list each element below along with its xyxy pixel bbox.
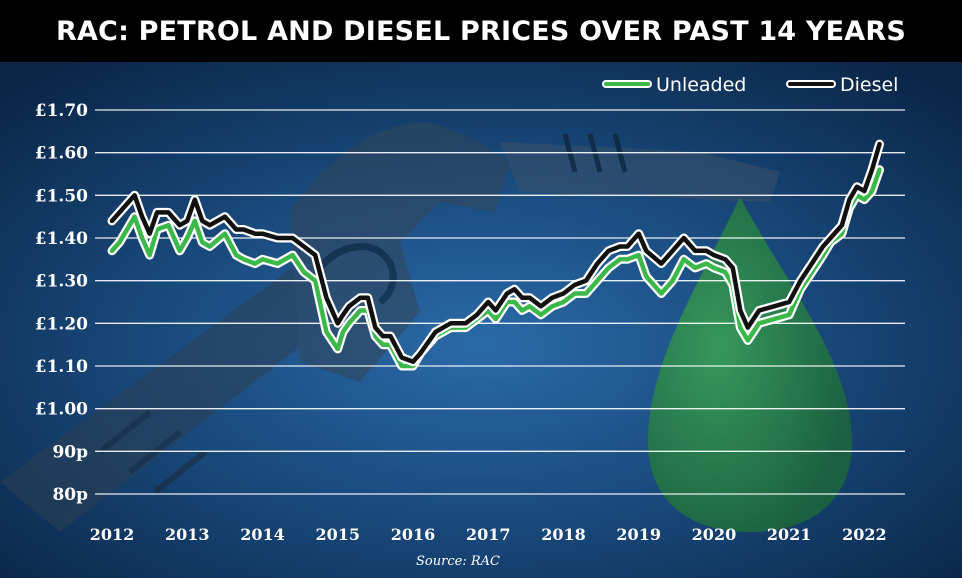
x-tick-label: 2019: [616, 525, 661, 544]
x-tick-label: 2012: [90, 525, 135, 544]
x-tick-label: 2017: [466, 525, 511, 544]
legend-item-diesel: Diesel: [786, 74, 898, 96]
y-tick-label: £1.70: [35, 101, 88, 121]
y-tick-label: 80p: [52, 485, 88, 505]
series-lines: [107, 139, 884, 371]
chart-title: RAC: PETROL AND DIESEL PRICES OVER PAST …: [55, 15, 907, 47]
source-note: Source: RAC: [416, 554, 500, 569]
x-tick-label: 2021: [767, 525, 812, 544]
y-tick-label: £1.60: [35, 144, 88, 164]
legend: Unleaded Diesel: [602, 74, 898, 96]
y-tick-label: 90p: [52, 442, 88, 462]
x-tick-label: 2018: [541, 525, 586, 544]
x-tick-label: 2020: [692, 525, 737, 544]
title-bar: RAC: PETROL AND DIESEL PRICES OVER PAST …: [0, 0, 962, 62]
y-tick-label: £1.20: [35, 314, 88, 334]
legend-label-diesel: Diesel: [840, 74, 898, 96]
x-tick-label: 2016: [391, 525, 436, 544]
y-tick-label: £1.30: [35, 272, 88, 292]
legend-label-unleaded: Unleaded: [656, 74, 746, 96]
y-tick-label: £1.10: [35, 357, 88, 377]
series-line-diesel: [109, 141, 882, 364]
y-tick-label: £1.40: [35, 229, 88, 249]
x-tick-label: 2014: [240, 525, 285, 544]
x-axis: 2012 2013 2014 2015 2016 2017 2018 2019 2020 2021…: [90, 525, 887, 544]
x-tick-label: 2022: [842, 525, 887, 544]
x-tick-label: 2013: [165, 525, 210, 544]
x-tick-label: 2015: [315, 525, 360, 544]
line-chart: 80p 90p £1.00 £1.10 £1.20 £1.30 £1.40 £1.50 £1.6…: [0, 62, 962, 578]
y-axis: 80p 90p £1.00 £1.10 £1.20 £1.30 £1.40 £1.50 £1.6…: [35, 101, 88, 505]
y-tick-label: £1.00: [35, 400, 88, 420]
series-line-unleaded: [109, 167, 882, 369]
legend-item-unleaded: Unleaded: [602, 74, 746, 96]
y-tick-label: £1.50: [35, 186, 88, 206]
